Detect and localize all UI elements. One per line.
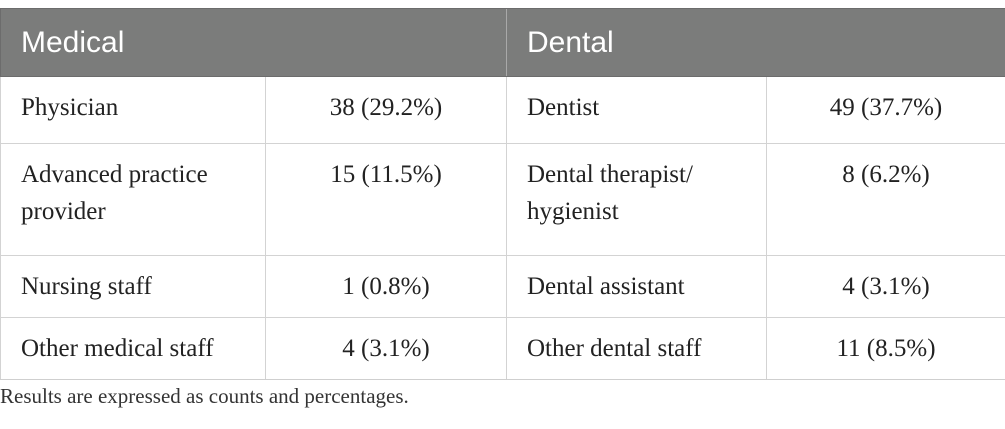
header-medical: Medical — [0, 8, 507, 77]
dental-value-cell: 49 (37.7%) — [766, 76, 1005, 144]
dental-value-cell: 11 (8.5%) — [766, 317, 1005, 380]
medical-value-cell: 38 (29.2%) — [265, 76, 507, 144]
dental-role-cell: Dentist — [506, 76, 767, 144]
medical-role-cell: Other medical staff — [0, 317, 266, 380]
dental-role-cell: Other dental staff — [506, 317, 767, 380]
dental-value-cell: 8 (6.2%) — [766, 143, 1005, 256]
medical-role-cell: Advanced practice provider — [0, 143, 266, 256]
dental-role-cell: Dental therapist/ hygienist — [506, 143, 767, 256]
medical-value-cell: 4 (3.1%) — [265, 317, 507, 380]
table-row: Nursing staff 1 (0.8%) Dental assistant … — [0, 255, 1005, 318]
table-row: Physician 38 (29.2%) Dentist 49 (37.7%) — [0, 76, 1005, 144]
medical-value-cell: 15 (11.5%) — [265, 143, 507, 256]
results-table-container: Medical Dental Physician 38 (29.2%) Dent… — [0, 8, 1005, 380]
medical-role-cell: Physician — [0, 76, 266, 144]
table-row: Other medical staff 4 (3.1%) Other denta… — [0, 317, 1005, 380]
header-dental: Dental — [506, 8, 1005, 77]
results-table: Medical Dental Physician 38 (29.2%) Dent… — [0, 8, 1005, 380]
dental-role-cell: Dental assistant — [506, 255, 767, 318]
table-footnote: Results are expressed as counts and perc… — [0, 384, 409, 408]
medical-value-cell: 1 (0.8%) — [265, 255, 507, 318]
dental-value-cell: 4 (3.1%) — [766, 255, 1005, 318]
header-row: Medical Dental — [0, 8, 1005, 77]
medical-role-cell: Nursing staff — [0, 255, 266, 318]
table-row: Advanced practice provider 15 (11.5%) De… — [0, 143, 1005, 256]
